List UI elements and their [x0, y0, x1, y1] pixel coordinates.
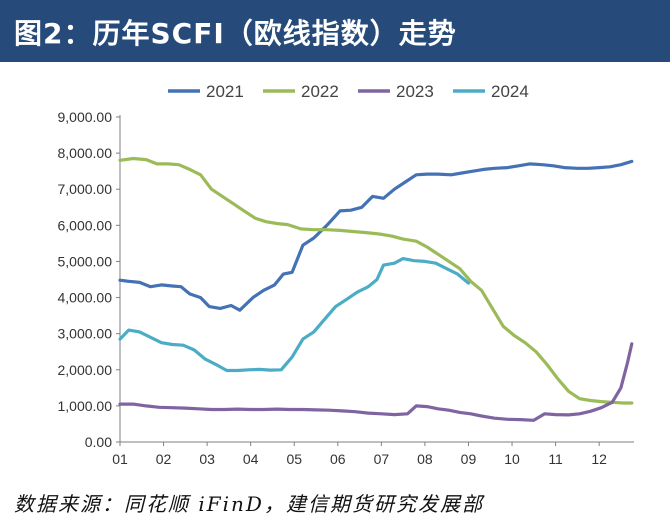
legend-label-2024: 2024 — [491, 82, 529, 101]
x-tick-label: 05 — [286, 451, 302, 467]
chart-title: 图2：历年SCFI（欧线指数）走势 — [14, 17, 457, 50]
x-tick-label: 07 — [374, 451, 390, 467]
x-tick-label: 02 — [156, 451, 172, 467]
x-tick-label: 01 — [112, 451, 128, 467]
y-tick-label: 6,000.00 — [58, 217, 113, 233]
series-line-2024 — [118, 257, 471, 373]
x-axis: 01 02 03 04 05 06 07 08 09 10 11 12 — [112, 441, 634, 467]
x-tick-label: 08 — [417, 451, 433, 467]
y-tick-label: 9,000.00 — [58, 109, 113, 125]
legend-label-2021: 2021 — [206, 82, 244, 101]
plot-area — [118, 156, 634, 422]
title-banner: 图2：历年SCFI（欧线指数）走势 — [0, 0, 670, 62]
series-line-2022 — [118, 156, 634, 405]
y-tick-label: 0.00 — [85, 434, 112, 450]
y-tick-label: 7,000.00 — [58, 181, 113, 197]
x-tick-label: 11 — [548, 451, 563, 467]
y-tick-label: 1,000.00 — [58, 398, 113, 414]
legend: 2021 2022 2023 2024 — [168, 82, 529, 101]
legend-label-2022: 2022 — [301, 82, 339, 101]
y-tick-label: 5,000.00 — [58, 253, 113, 269]
x-tick-label: 09 — [461, 451, 477, 467]
y-axis: 0.00 1,000.00 2,000.00 3,000.00 4,000.00 5,00… — [58, 109, 121, 450]
scfi-line-chart: 2021 2022 2023 2024 0.00 1,000.00 2,000.00 3,0… — [58, 82, 634, 467]
series-line-2021 — [118, 159, 634, 312]
series-line-2023 — [118, 342, 634, 422]
x-tick-label: 04 — [243, 451, 259, 467]
x-tick-label: 10 — [504, 451, 520, 467]
y-tick-label: 4,000.00 — [58, 290, 113, 306]
y-tick-label: 8,000.00 — [58, 145, 113, 161]
legend-label-2023: 2023 — [396, 82, 434, 101]
y-tick-label: 2,000.00 — [58, 362, 113, 378]
x-tick-label: 12 — [591, 451, 607, 467]
x-tick-label: 03 — [199, 451, 215, 467]
source-note: 数据来源：同花顺 iFinD，建信期货研究发展部 — [14, 492, 484, 516]
chart-area: 2021 2022 2023 2024 0.00 1,000.00 2,000.00 3,0… — [0, 62, 670, 482]
x-tick-label: 06 — [330, 451, 346, 467]
y-tick-label: 3,000.00 — [58, 326, 113, 342]
